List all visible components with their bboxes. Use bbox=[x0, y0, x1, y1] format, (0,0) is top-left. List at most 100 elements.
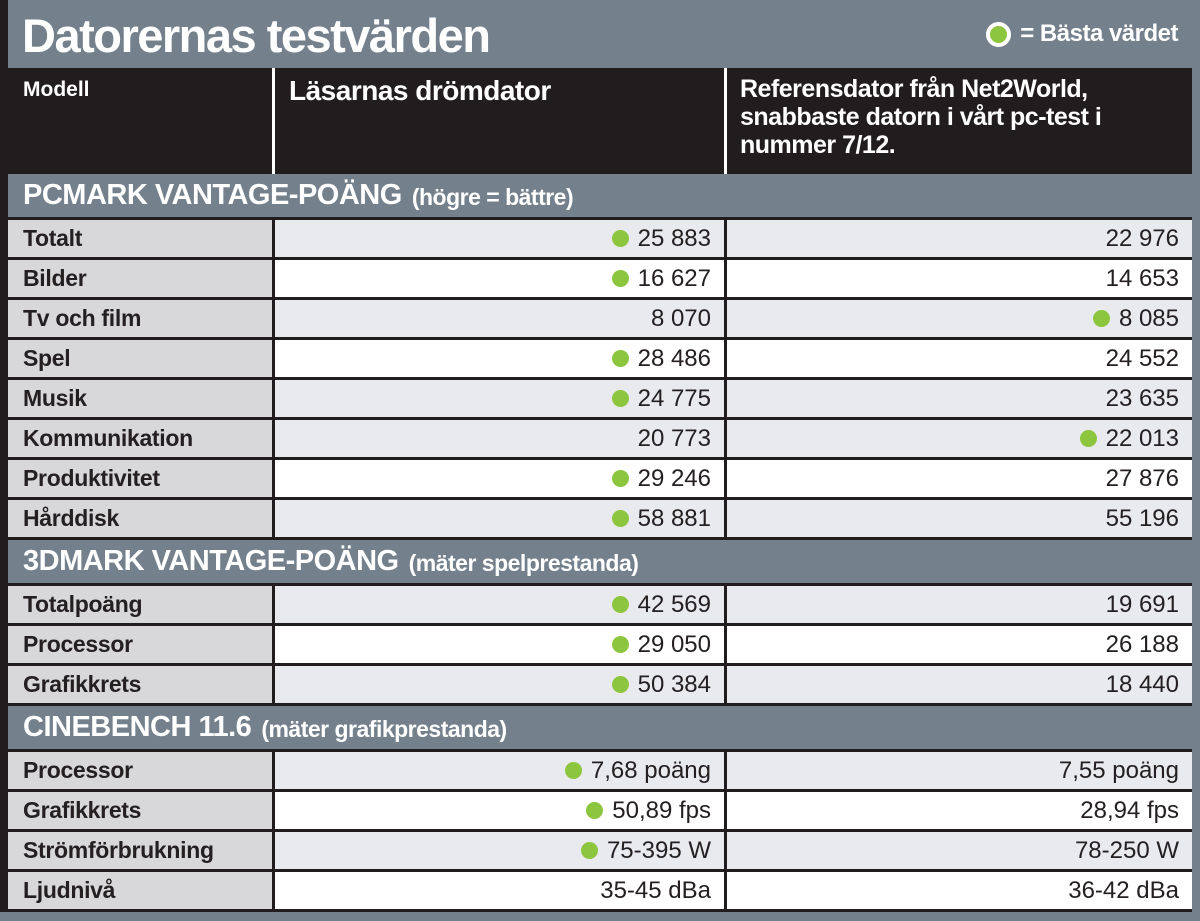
row-label: Grafikkrets bbox=[8, 666, 272, 703]
column-divider bbox=[724, 420, 727, 457]
column-header-dream-pc: Läsarnas drömdator bbox=[289, 75, 551, 106]
table-row: Totalpoäng 42 569 19 691 bbox=[8, 586, 1192, 626]
value-text: 27 876 bbox=[1105, 464, 1179, 492]
best-value-dot-icon bbox=[580, 842, 598, 859]
best-value-dot-icon bbox=[611, 676, 629, 693]
value-text: 50,89 fps bbox=[612, 796, 711, 824]
row-label: Totalpoäng bbox=[8, 586, 272, 623]
reference-pc-value-cell: 26 188 bbox=[727, 626, 1192, 663]
reference-pc-value-cell: 28,94 fps bbox=[727, 792, 1192, 829]
column-divider bbox=[272, 220, 275, 257]
row-label: Hårddisk bbox=[8, 500, 272, 537]
value-text: 25 883 bbox=[637, 224, 711, 252]
best-value-dot-icon bbox=[611, 470, 629, 487]
table-row: Grafikkrets 50 384 18 440 bbox=[8, 666, 1192, 706]
table-row: Musik 24 775 23 635 bbox=[8, 380, 1192, 420]
table-row: Tv och film 8 070 8 085 bbox=[8, 300, 1192, 340]
dream-pc-value-cell: 25 883 bbox=[275, 220, 724, 257]
best-value-dot-icon bbox=[611, 270, 629, 287]
value-text: 58 881 bbox=[637, 504, 711, 532]
table-row: Processor 29 050 26 188 bbox=[8, 626, 1192, 666]
section-title: PCMARK VANTAGE-POÄNG bbox=[23, 179, 402, 211]
dream-pc-value-cell: 24 775 bbox=[275, 380, 724, 417]
row-label: Ljudnivå bbox=[8, 872, 272, 909]
reference-pc-value-cell: 18 440 bbox=[727, 666, 1192, 703]
reference-pc-value-cell: 22 976 bbox=[727, 220, 1192, 257]
section-rows: Totalt 25 883 22 976 Bilder 16 627 14 653 Tv o… bbox=[8, 217, 1192, 540]
value-text: 29 246 bbox=[637, 464, 711, 492]
column-divider bbox=[724, 832, 727, 869]
table-content: Datorernas testvärden = Bästa värdet Mod… bbox=[8, 0, 1192, 912]
value-text: 22 013 bbox=[1105, 424, 1179, 452]
reference-pc-value-cell: 78-250 W bbox=[727, 832, 1192, 869]
best-value-dot-icon bbox=[1079, 430, 1097, 447]
column-divider bbox=[724, 68, 727, 174]
section-header: PCMARK VANTAGE-POÄNG (högre = bättre) bbox=[8, 174, 1192, 217]
column-divider bbox=[272, 752, 275, 789]
table-row: Grafikkrets 50,89 fps 28,94 fps bbox=[8, 792, 1192, 832]
row-label: Musik bbox=[8, 380, 272, 417]
value-text: 16 627 bbox=[637, 264, 711, 292]
row-label: Grafikkrets bbox=[8, 792, 272, 829]
left-black-bar bbox=[0, 0, 8, 912]
dream-pc-value-cell: 42 569 bbox=[275, 586, 724, 623]
column-divider bbox=[724, 340, 727, 377]
section-rows: Totalpoäng 42 569 19 691 Processor 29 050 26 … bbox=[8, 583, 1192, 706]
title-bar: Datorernas testvärden = Bästa värdet bbox=[8, 0, 1192, 68]
section-rows: Processor 7,68 poäng 7,55 poäng Grafikkrets… bbox=[8, 749, 1192, 912]
column-divider bbox=[272, 872, 275, 909]
reference-pc-value-cell: 55 196 bbox=[727, 500, 1192, 537]
table-row: Strömförbrukning 75-395 W 78-250 W bbox=[8, 832, 1192, 872]
column-divider bbox=[272, 626, 275, 663]
table-row: Kommunikation 20 773 22 013 bbox=[8, 420, 1192, 460]
section-header: CINEBENCH 11.6 (mäter grafikprestanda) bbox=[8, 706, 1192, 749]
row-label: Produktivitet bbox=[8, 460, 272, 497]
reference-pc-value-cell: 23 635 bbox=[727, 380, 1192, 417]
row-label: Kommunikation bbox=[8, 420, 272, 457]
value-text: 20 773 bbox=[637, 424, 711, 452]
value-text: 75-395 W bbox=[606, 836, 711, 864]
dream-pc-value-cell: 8 070 bbox=[275, 300, 724, 337]
column-divider bbox=[724, 260, 727, 297]
table-section: CINEBENCH 11.6 (mäter grafikprestanda) Pro… bbox=[8, 706, 1192, 912]
table-section: PCMARK VANTAGE-POÄNG (högre = bättre) Tota… bbox=[8, 174, 1192, 540]
column-divider bbox=[724, 792, 727, 829]
column-divider bbox=[272, 380, 275, 417]
column-divider bbox=[272, 792, 275, 829]
column-header-modell: Modell bbox=[23, 78, 90, 101]
row-label: Totalt bbox=[8, 220, 272, 257]
reference-pc-value-cell: 36-42 dBa bbox=[727, 872, 1192, 909]
best-value-dot-icon bbox=[586, 802, 604, 819]
column-divider bbox=[724, 586, 727, 623]
best-value-dot-icon bbox=[564, 762, 582, 779]
reference-pc-value-cell: 8 085 bbox=[727, 300, 1192, 337]
dream-pc-value-cell: 58 881 bbox=[275, 500, 724, 537]
dream-pc-value-cell: 50 384 bbox=[275, 666, 724, 703]
section-note: (mäter spelprestanda) bbox=[408, 549, 639, 576]
reference-pc-value-cell: 22 013 bbox=[727, 420, 1192, 457]
value-text: 22 976 bbox=[1105, 224, 1179, 252]
table-row: Ljudnivå 35-45 dBa 36-42 dBa bbox=[8, 872, 1192, 912]
value-text: 28 486 bbox=[637, 344, 711, 372]
column-divider bbox=[272, 420, 275, 457]
column-header-row: Modell Läsarnas drömdator Referensdator … bbox=[8, 68, 1192, 174]
column-divider bbox=[272, 68, 275, 174]
value-text: 50 384 bbox=[637, 670, 711, 698]
column-divider bbox=[272, 300, 275, 337]
page-title: Datorernas testvärden bbox=[22, 8, 491, 62]
dream-pc-value-cell: 20 773 bbox=[275, 420, 724, 457]
value-text: 42 569 bbox=[637, 590, 711, 618]
column-divider bbox=[724, 752, 727, 789]
section-note: (mäter grafikprestanda) bbox=[261, 715, 507, 742]
value-text: 8 070 bbox=[650, 304, 711, 332]
column-divider bbox=[272, 340, 275, 377]
value-text: 8 085 bbox=[1118, 304, 1179, 332]
column-divider bbox=[724, 220, 727, 257]
reference-pc-value-cell: 27 876 bbox=[727, 460, 1192, 497]
table-row: Processor 7,68 poäng 7,55 poäng bbox=[8, 752, 1192, 792]
dream-pc-value-cell: 29 050 bbox=[275, 626, 724, 663]
dream-pc-value-cell: 16 627 bbox=[275, 260, 724, 297]
column-divider bbox=[724, 500, 727, 537]
table-row: Bilder 16 627 14 653 bbox=[8, 260, 1192, 300]
